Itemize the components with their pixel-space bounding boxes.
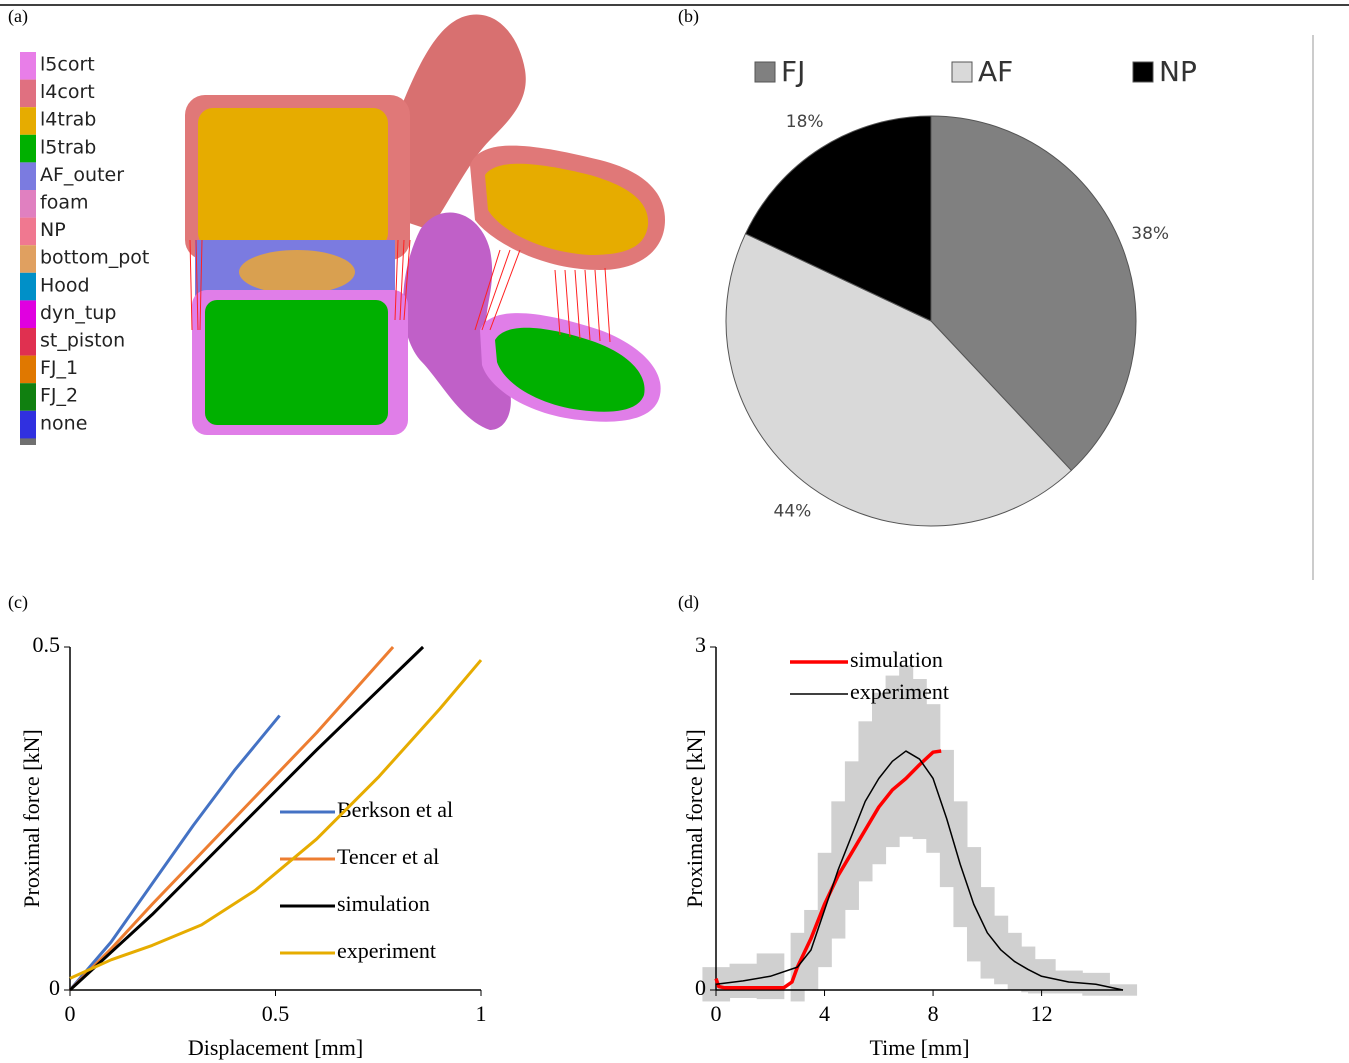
legend-label: l5trab — [40, 136, 96, 158]
x-tick-label: 0.5 — [262, 1001, 290, 1026]
legend-label: FJ — [781, 55, 805, 88]
x-tick-label: 0 — [65, 1001, 76, 1026]
x-tick-label: 1 — [476, 1001, 487, 1026]
y-axis-title: Proximal force [kN] — [682, 729, 707, 907]
x-tick-label: 0 — [711, 1001, 722, 1026]
legend-label: NP — [1159, 55, 1197, 88]
panel-label: (c) — [8, 592, 28, 613]
legend-label: simulation — [850, 647, 943, 672]
legend-label: AF_outer — [40, 164, 124, 186]
legend-label: experiment — [850, 679, 949, 704]
legend-swatch — [20, 300, 36, 328]
legend-swatch — [20, 135, 36, 163]
x-tick-label: 8 — [928, 1001, 939, 1026]
legend-label: NP — [40, 219, 66, 241]
panel-label: (a) — [8, 6, 28, 27]
legend-swatch — [20, 80, 36, 108]
legend-label: FJ_1 — [40, 357, 78, 379]
legend-swatch — [952, 62, 972, 82]
y-axis-title: Proximal force [kN] — [19, 729, 44, 907]
panel-label: (b) — [678, 6, 699, 27]
legend-swatch — [20, 190, 36, 218]
x-axis-title: Displacement [mm] — [188, 1035, 363, 1060]
x-axis-title: Time [mm] — [869, 1035, 969, 1060]
y-tick-label: 0 — [49, 975, 60, 1000]
legend-swatch — [20, 328, 36, 356]
legend-label: dyn_tup — [40, 302, 116, 324]
legend-swatch — [20, 273, 36, 301]
legend-swatch — [20, 162, 36, 190]
line — [70, 716, 280, 990]
legend-label: Hood — [40, 274, 90, 296]
legend-label: st_piston — [40, 330, 125, 352]
legend-label: bottom_pot — [40, 247, 149, 269]
legend-label: FJ_2 — [40, 385, 78, 407]
legend-label: foam — [40, 192, 88, 214]
data-label: 38% — [1131, 224, 1169, 244]
legend-swatch — [20, 383, 36, 411]
legend-label: l5cort — [40, 54, 95, 76]
legend-swatch — [20, 52, 36, 80]
legend-label: experiment — [337, 938, 436, 963]
panel-label: (d) — [678, 592, 699, 613]
legend-label: l4cort — [40, 81, 95, 103]
figure: (a) l5cort l4cort l4trab l5trab AF_outerfoam N… — [0, 0, 1349, 1063]
legend-label: AF — [978, 55, 1013, 88]
x-tick-label: 12 — [1031, 1001, 1053, 1026]
legend-swatch — [20, 411, 36, 439]
x-tick-label: 4 — [819, 1001, 830, 1026]
legend-label: none — [40, 412, 87, 434]
legend-swatch — [20, 356, 36, 384]
legend-swatch — [20, 245, 36, 273]
legend-swatch — [20, 218, 36, 246]
data-label: 18% — [786, 112, 824, 132]
legend-label: Tencer et al — [337, 844, 439, 869]
legend-label: simulation — [337, 891, 430, 916]
fe-model — [20, 14, 665, 445]
legend-label: l4trab — [40, 109, 96, 131]
y-tick-label: 0.5 — [33, 632, 61, 657]
legend-swatch — [20, 107, 36, 135]
y-tick-label: 3 — [695, 632, 706, 657]
legend-swatch — [755, 62, 775, 82]
y-tick-label: 0 — [695, 975, 706, 1000]
data-label: 44% — [774, 502, 812, 522]
legend-swatch — [1133, 62, 1153, 82]
